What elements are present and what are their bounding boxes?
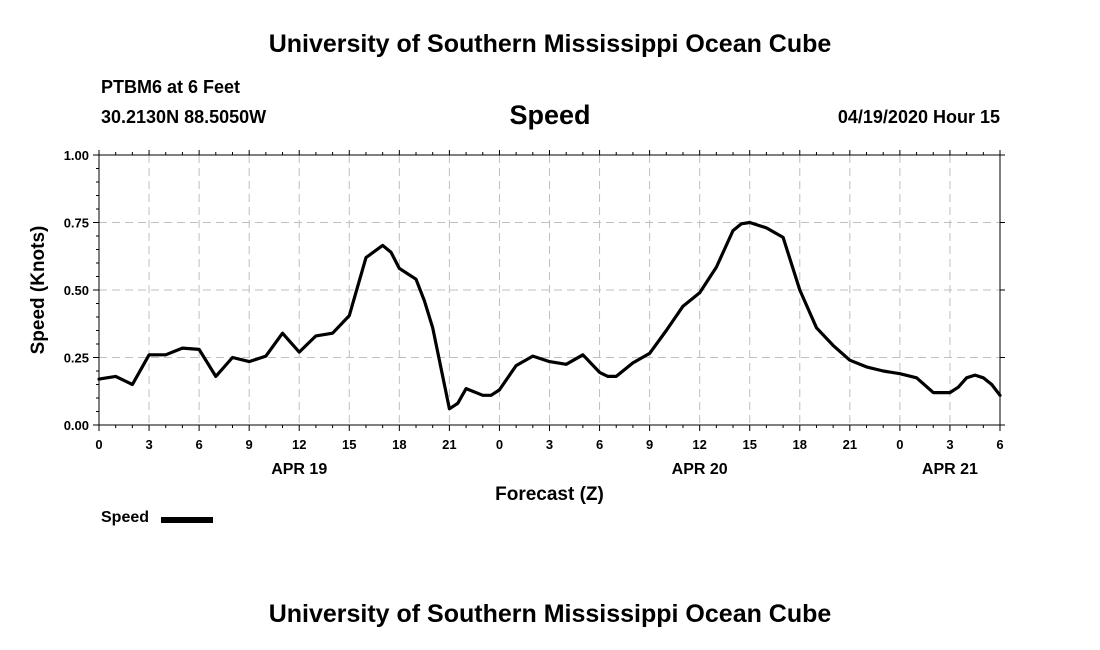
y-tick-label: 1.00 bbox=[64, 148, 89, 163]
x-tick-label: 21 bbox=[843, 437, 857, 452]
page-title: University of Southern Mississippi Ocean… bbox=[268, 30, 832, 58]
x-tick-label: 9 bbox=[646, 437, 653, 452]
footer-title: University of Southern Mississippi Ocean… bbox=[268, 600, 832, 628]
x-tick-label: 9 bbox=[246, 437, 253, 452]
date-label: APR 19 bbox=[271, 461, 327, 478]
x-axis-title: Forecast (Z) bbox=[495, 484, 604, 505]
x-tick-label: 3 bbox=[546, 437, 553, 452]
axis-labels: 0 3 6 9 12 15 18 21 0 3 6 9 12 15 18 21 0 3 6 0.00 0.25 0.50 0… bbox=[28, 148, 1004, 505]
x-tick-label: 18 bbox=[793, 437, 807, 452]
x-tick-label: 3 bbox=[946, 437, 953, 452]
grid-lines bbox=[99, 155, 1000, 425]
y-tick-label: 0.75 bbox=[64, 216, 89, 231]
x-tick-label: 12 bbox=[692, 437, 706, 452]
station-label: PTBM6 at 6 Feet bbox=[101, 77, 241, 97]
y-tick-label: 0.00 bbox=[64, 418, 89, 433]
chart-title: Speed bbox=[509, 100, 591, 130]
y-axis-title: Speed (Knots) bbox=[28, 226, 49, 355]
y-tick-label: 0.25 bbox=[64, 351, 89, 366]
x-tick-label: 0 bbox=[496, 437, 503, 452]
x-tick-label: 15 bbox=[342, 437, 356, 452]
legend-swatch bbox=[161, 517, 213, 523]
legend-label: Speed bbox=[101, 509, 150, 526]
date-label: APR 20 bbox=[672, 461, 728, 478]
date-label: APR 21 bbox=[922, 461, 978, 478]
x-tick-label: 18 bbox=[392, 437, 406, 452]
x-tick-label: 21 bbox=[442, 437, 456, 452]
x-tick-label: 15 bbox=[742, 437, 756, 452]
x-tick-label: 0 bbox=[95, 437, 102, 452]
series-line-speed bbox=[97, 220, 1002, 411]
forecast-datetime: 04/19/2020 Hour 15 bbox=[837, 107, 1000, 127]
x-tick-label: 12 bbox=[292, 437, 306, 452]
plot-frame bbox=[98, 154, 1001, 426]
x-tick-label: 6 bbox=[596, 437, 603, 452]
axes bbox=[93, 150, 1005, 431]
series-layer bbox=[97, 220, 1002, 411]
x-tick-label: 0 bbox=[896, 437, 903, 452]
coordinates-label: 30.2130N 88.5050W bbox=[101, 107, 267, 127]
y-tick-label: 0.50 bbox=[64, 283, 89, 298]
x-tick-label: 6 bbox=[996, 437, 1003, 452]
x-tick-label: 3 bbox=[145, 437, 152, 452]
x-tick-label: 6 bbox=[195, 437, 202, 452]
